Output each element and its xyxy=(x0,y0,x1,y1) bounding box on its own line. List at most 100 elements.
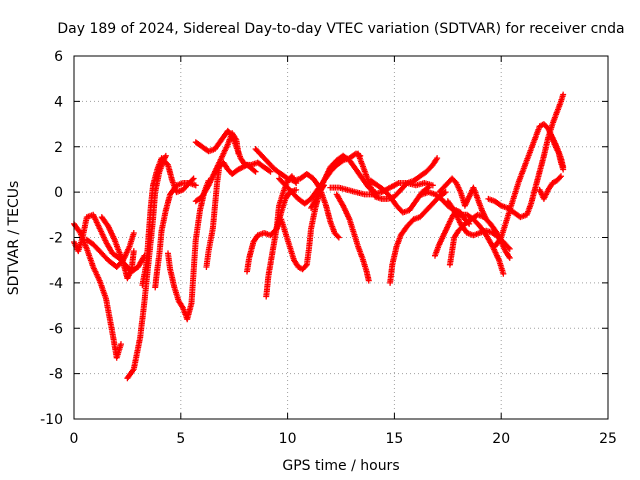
data-point xyxy=(479,207,489,221)
data-point xyxy=(162,193,173,214)
data-point xyxy=(303,171,315,181)
data-point xyxy=(551,141,562,155)
data-point xyxy=(288,173,299,185)
data-point xyxy=(429,182,436,189)
data-point xyxy=(293,180,300,187)
data-point xyxy=(380,186,393,199)
data-point xyxy=(502,209,513,227)
data-point xyxy=(175,298,186,310)
data-point xyxy=(423,163,435,175)
data-point xyxy=(212,138,224,152)
data-point xyxy=(502,248,512,260)
data-point xyxy=(496,257,506,276)
data-point xyxy=(293,186,300,193)
data-point xyxy=(449,175,459,185)
data-point xyxy=(549,178,559,186)
data-point xyxy=(220,159,230,172)
data-point xyxy=(111,236,122,253)
data-point xyxy=(457,209,467,221)
data-point xyxy=(506,254,513,261)
data-point xyxy=(259,152,271,165)
data-point xyxy=(346,216,357,235)
data-point xyxy=(540,136,551,159)
data-point xyxy=(540,188,551,202)
data-point xyxy=(387,263,396,286)
data-point xyxy=(143,231,152,266)
data-point xyxy=(212,181,220,209)
y-tick-label: -6 xyxy=(49,321,63,337)
data-point xyxy=(90,211,102,230)
data-point xyxy=(205,227,216,255)
data-point xyxy=(303,247,312,268)
data-point xyxy=(282,230,293,248)
data-point xyxy=(301,196,313,207)
data-point xyxy=(288,189,301,201)
data-point xyxy=(203,249,212,270)
y-axis-title: SDTVAR / TECUs xyxy=(6,181,22,296)
y-tick-label: 6 xyxy=(54,49,63,65)
data-point xyxy=(436,183,448,196)
data-point xyxy=(273,204,282,230)
data-point xyxy=(218,143,231,162)
data-point xyxy=(263,274,272,300)
data-point xyxy=(139,261,150,289)
data-point xyxy=(126,231,137,250)
data-point xyxy=(353,166,365,181)
data-points xyxy=(71,91,567,382)
data-point xyxy=(165,250,173,271)
data-point xyxy=(434,155,441,162)
data-point xyxy=(90,264,102,283)
data-point xyxy=(444,198,457,212)
series-arc-24 xyxy=(432,207,473,259)
data-point xyxy=(406,199,418,214)
data-point xyxy=(244,161,258,174)
series-arc-28 xyxy=(485,91,567,221)
data-point xyxy=(103,295,116,335)
data-point xyxy=(446,249,455,268)
data-point xyxy=(444,215,455,230)
data-point xyxy=(440,224,451,239)
data-point xyxy=(331,230,341,240)
data-point xyxy=(135,254,147,270)
data-point xyxy=(278,171,290,181)
data-point xyxy=(487,220,499,235)
x-tick-label: 20 xyxy=(492,431,510,447)
data-point xyxy=(436,233,446,248)
data-point xyxy=(96,225,109,244)
series-arc-11 xyxy=(203,159,259,270)
data-point xyxy=(536,154,547,175)
x-tick-label: 0 xyxy=(70,431,79,447)
data-point xyxy=(265,249,276,280)
data-point xyxy=(333,158,345,168)
data-point xyxy=(224,127,234,138)
data-point xyxy=(560,91,567,98)
axis-ticks: -10 -8 -6 -4 -2 0 2 4 6 0 5 10 15 20 25 xyxy=(40,49,617,447)
data-point xyxy=(553,174,563,184)
series-arc-10 xyxy=(192,127,274,175)
x-tick-label: 5 xyxy=(176,431,185,447)
data-point xyxy=(295,264,305,272)
data-point xyxy=(96,277,109,301)
data-point xyxy=(417,169,429,180)
data-point xyxy=(167,183,179,198)
data-point xyxy=(267,168,274,175)
data-point xyxy=(124,267,134,282)
data-point xyxy=(83,245,96,269)
data-point xyxy=(167,266,177,289)
x-tick-label: 25 xyxy=(599,431,617,447)
data-point xyxy=(90,241,102,253)
series-arc-13 xyxy=(252,146,342,241)
data-point xyxy=(130,229,137,236)
data-point xyxy=(308,188,320,202)
data-point xyxy=(500,270,507,277)
data-point xyxy=(188,270,197,307)
data-point xyxy=(515,170,525,186)
data-point xyxy=(124,367,136,382)
data-point xyxy=(306,227,314,252)
y-tick-label: -10 xyxy=(40,412,63,428)
series-arc-18 xyxy=(333,191,372,284)
data-point xyxy=(209,204,218,232)
y-tick-label: -2 xyxy=(49,231,63,247)
x-tick-label: 15 xyxy=(385,431,403,447)
y-tick-label: -8 xyxy=(49,367,63,383)
